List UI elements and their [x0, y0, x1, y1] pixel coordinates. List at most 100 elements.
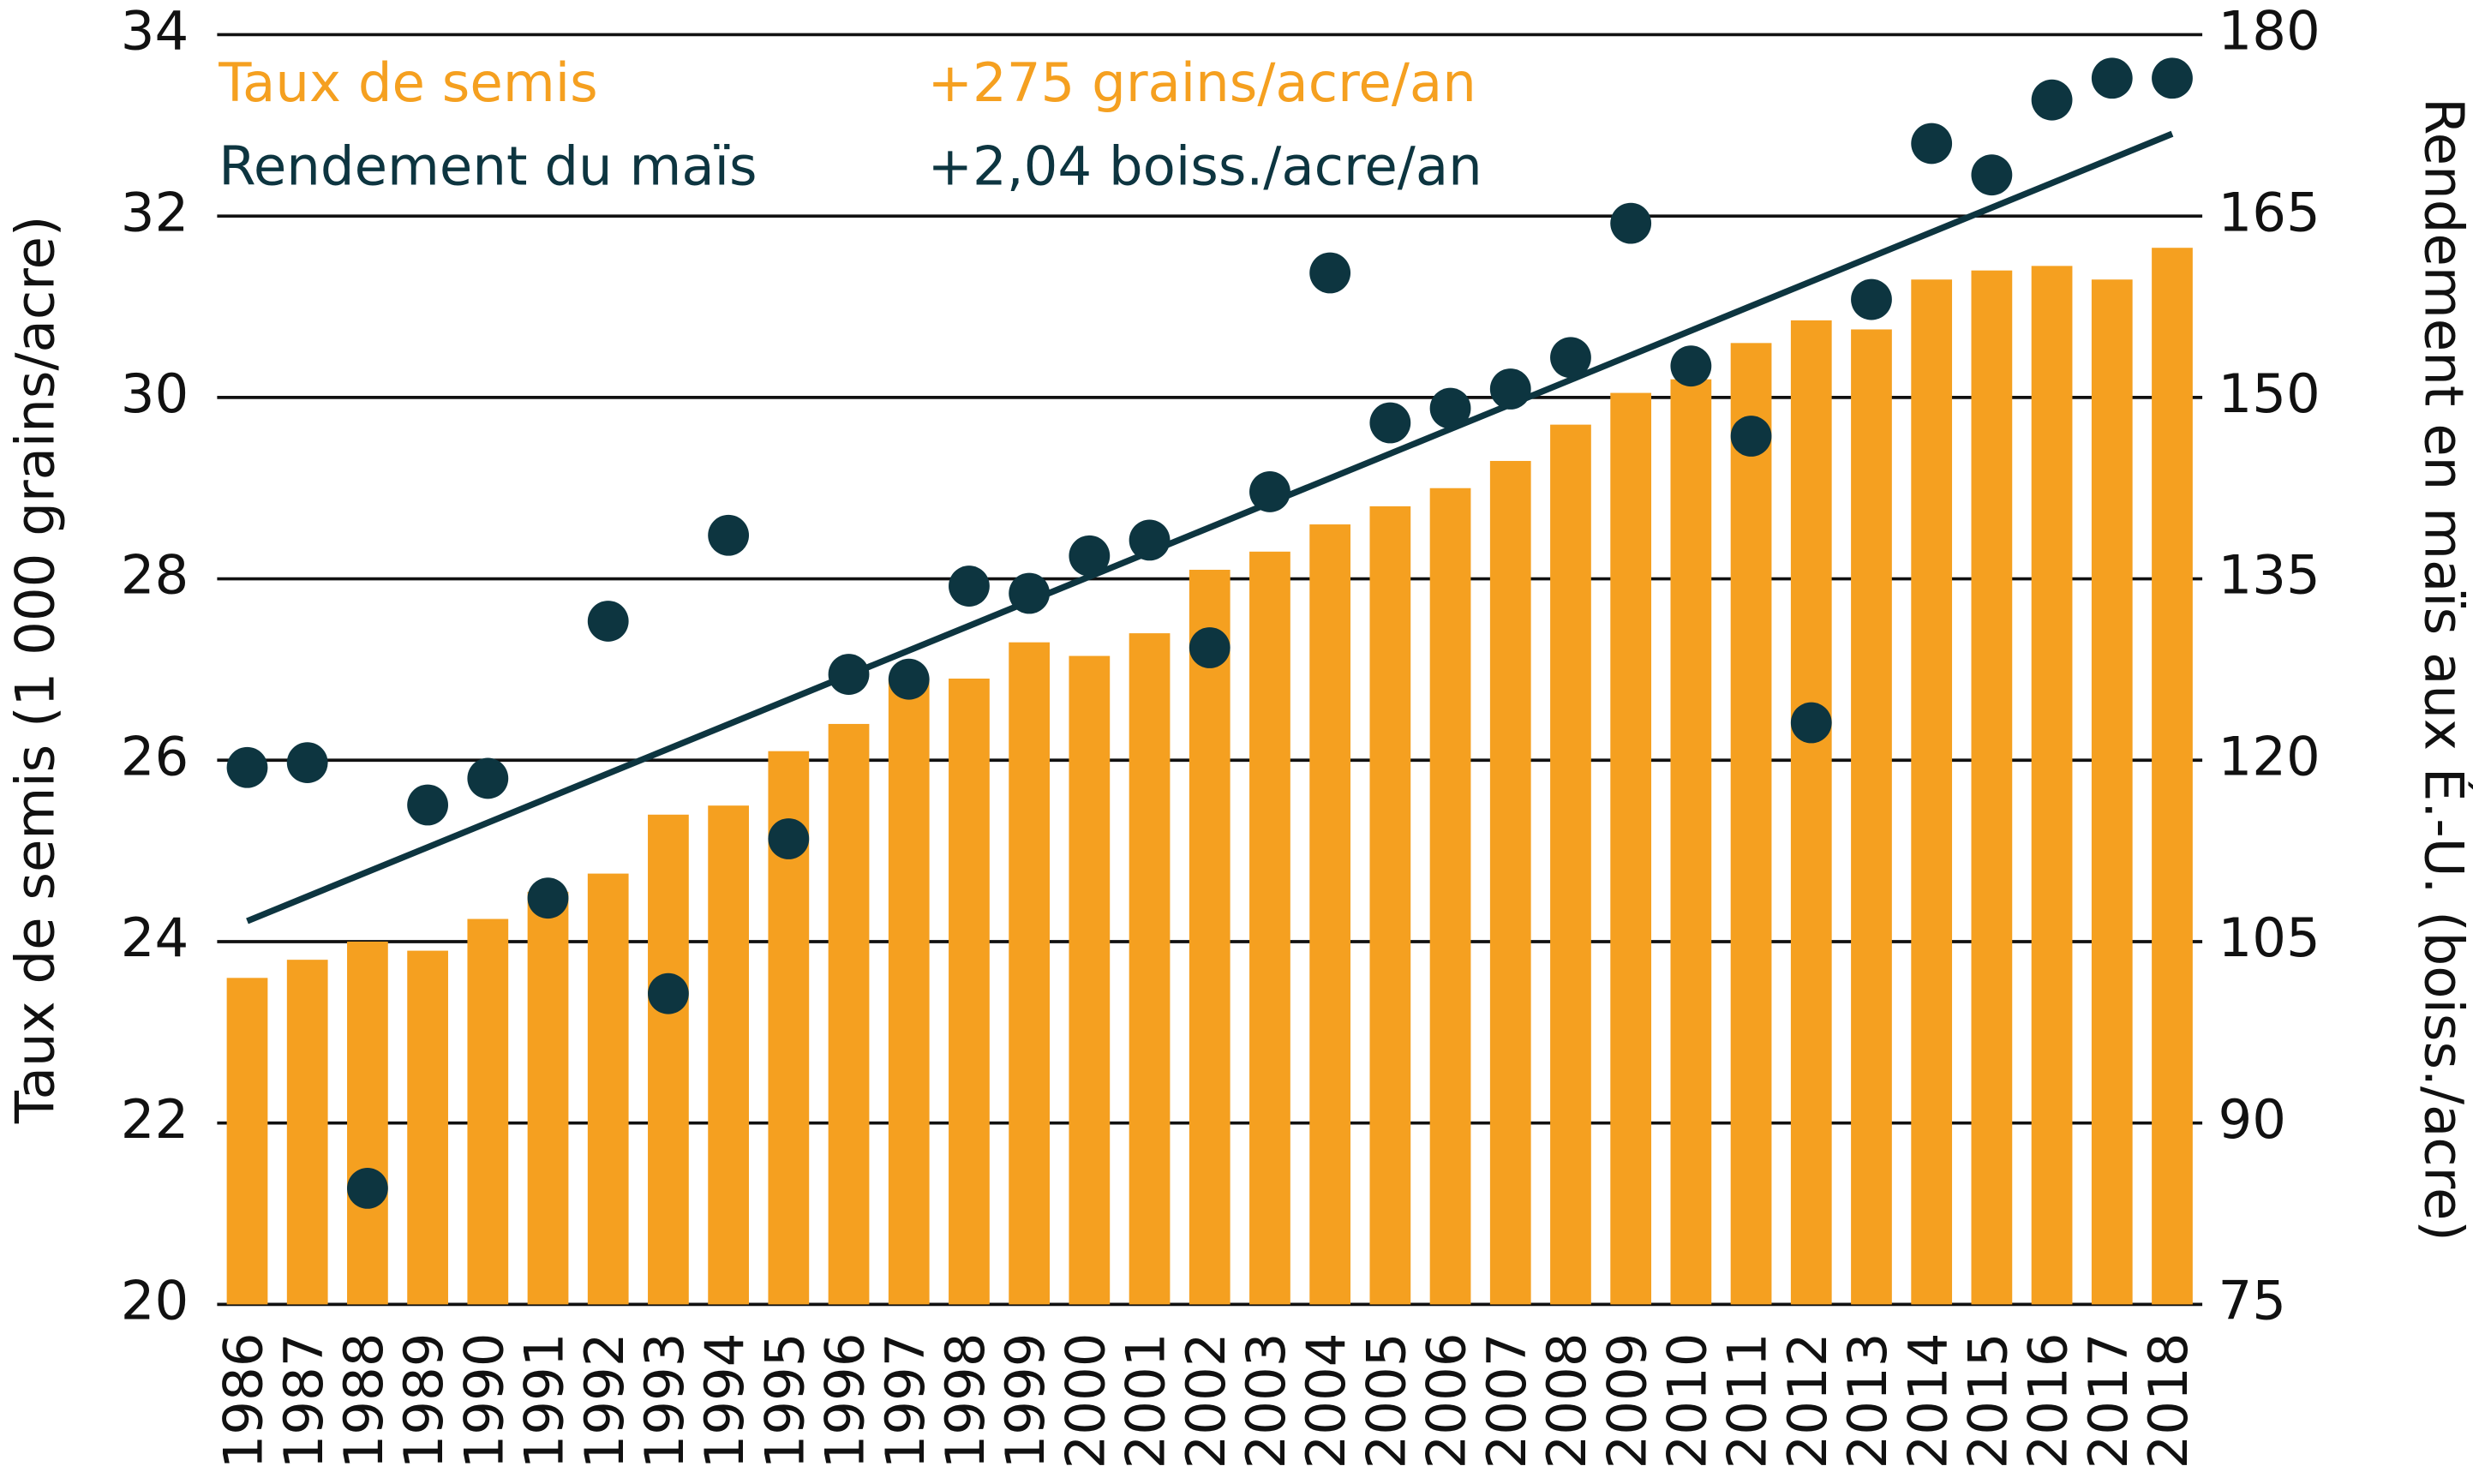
x-tick-label: 2014 [1896, 1332, 1959, 1469]
x-tick-label: 1996 [814, 1332, 877, 1469]
x-tick-label: 1987 [272, 1332, 335, 1469]
x-tick-label: 1995 [753, 1332, 816, 1469]
data-point [286, 742, 328, 784]
y2-tick-label: 90 [2218, 1088, 2286, 1151]
data-point [1369, 402, 1411, 444]
bar [527, 891, 569, 1305]
bar [1851, 329, 1892, 1305]
bar [648, 814, 689, 1305]
bar [888, 679, 930, 1305]
data-point [1249, 471, 1290, 512]
data-point [1069, 535, 1111, 577]
x-tick-label: 2007 [1476, 1332, 1538, 1469]
data-point [1189, 627, 1231, 668]
x-tick-label: 2013 [1836, 1332, 1899, 1469]
y2-tick-label: 180 [2218, 0, 2320, 63]
bar [1309, 524, 1351, 1305]
data-point [828, 654, 870, 695]
bar [828, 723, 870, 1305]
x-tick-label: 1994 [693, 1332, 756, 1469]
y2-axis-label: Rendement en maïs aux É.-U. (boiss./acre… [2413, 98, 2473, 1242]
y2-tick-label: 150 [2218, 362, 2320, 425]
bar [1249, 551, 1290, 1305]
legend-rate: +275 grains/acre/an [928, 51, 1476, 114]
bar [1550, 424, 1591, 1305]
bar [1129, 633, 1171, 1305]
bar [2091, 279, 2133, 1305]
x-tick-label: 2011 [1716, 1332, 1779, 1469]
y2-tick-label: 105 [2218, 907, 2320, 969]
x-tick-label: 2012 [1776, 1332, 1839, 1469]
data-point [1129, 519, 1171, 561]
data-point [2031, 79, 2073, 121]
bar [1610, 392, 1652, 1305]
bar [1069, 655, 1111, 1305]
y-tick-label: 30 [121, 362, 189, 425]
data-point [347, 1168, 388, 1209]
x-tick-label: 2017 [2077, 1332, 2140, 1469]
x-tick-label: 2003 [1235, 1332, 1297, 1469]
y-tick-label: 26 [121, 725, 189, 787]
y-axis-label: Taux de semis (1 000 grains/acre) [4, 216, 67, 1125]
data-point [407, 784, 449, 826]
data-point [949, 565, 990, 607]
x-tick-label: 2009 [1596, 1332, 1658, 1469]
data-point [1851, 278, 1892, 320]
data-point [2091, 57, 2133, 99]
legend-label: Taux de semis [218, 51, 597, 114]
bar [708, 805, 749, 1305]
x-tick-label: 2015 [1956, 1332, 2019, 1469]
bar [1911, 279, 1953, 1305]
legend-label: Rendement du maïs [219, 135, 757, 198]
bar [467, 919, 509, 1305]
y-tick-label: 32 [121, 181, 189, 243]
x-tick-label: 2001 [1115, 1332, 1177, 1469]
x-tick-label: 1992 [573, 1332, 636, 1469]
bar [949, 679, 990, 1305]
data-point [467, 757, 509, 799]
bar [1670, 379, 1712, 1305]
x-tick-label: 1997 [874, 1332, 937, 1469]
data-point [2152, 57, 2193, 99]
bar [1489, 460, 1531, 1305]
x-tick-label: 1988 [332, 1332, 395, 1469]
y-tick-label: 20 [121, 1269, 189, 1331]
data-point [1429, 387, 1471, 429]
data-point [1009, 572, 1051, 614]
y2-tick-label: 135 [2218, 544, 2320, 607]
data-point [1911, 123, 1953, 165]
bar [407, 950, 448, 1305]
data-point [226, 746, 268, 788]
data-point [708, 514, 750, 556]
y2-tick-label: 120 [2218, 725, 2320, 787]
data-point [768, 818, 810, 859]
x-tick-label: 2002 [1175, 1332, 1237, 1469]
data-point [1489, 368, 1531, 410]
bar [1790, 320, 1832, 1305]
bar [1009, 642, 1051, 1305]
bar [587, 873, 629, 1305]
data-point [648, 972, 689, 1014]
x-tick-label: 2006 [1416, 1332, 1478, 1469]
x-tick-label: 1993 [633, 1332, 696, 1469]
bar [2031, 266, 2073, 1305]
data-point [1550, 337, 1591, 379]
data-point [1670, 345, 1712, 387]
bar [2152, 248, 2193, 1305]
bar [1189, 569, 1231, 1305]
y-tick-label: 22 [121, 1088, 189, 1151]
data-point [1309, 252, 1351, 294]
x-tick-label: 1999 [994, 1332, 1057, 1469]
data-point [527, 877, 569, 919]
data-point [1790, 702, 1832, 744]
x-tick-label: 2016 [2017, 1332, 2080, 1469]
bar [1429, 488, 1471, 1305]
trend-line [246, 130, 2174, 925]
x-tick-label: 2004 [1295, 1332, 1357, 1469]
bar [226, 978, 268, 1305]
x-tick-label: 2008 [1536, 1332, 1598, 1469]
x-tick-label: 1991 [513, 1332, 576, 1469]
x-tick-label: 2010 [1656, 1332, 1718, 1469]
y-tick-label: 24 [121, 907, 189, 969]
